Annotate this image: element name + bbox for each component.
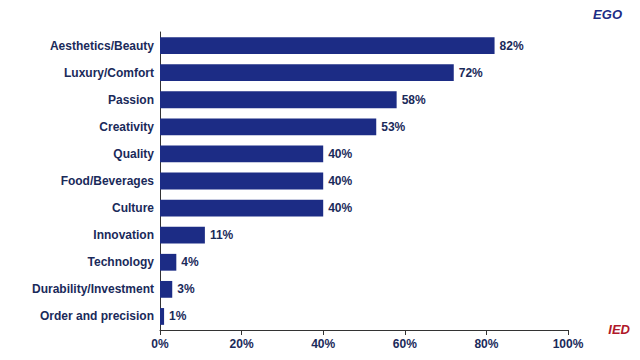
svg-text:20%: 20%: [230, 337, 254, 351]
svg-text:IED: IED: [608, 322, 630, 337]
svg-text:40%: 40%: [328, 147, 352, 161]
svg-text:Order and precision: Order and precision: [40, 309, 154, 323]
svg-text:58%: 58%: [402, 93, 426, 107]
svg-text:Passion: Passion: [108, 93, 154, 107]
svg-text:1%: 1%: [169, 309, 187, 323]
svg-text:80%: 80%: [474, 337, 498, 351]
svg-text:Durability/Investment: Durability/Investment: [32, 282, 154, 296]
svg-text:Technology: Technology: [88, 255, 155, 269]
svg-text:Aesthetics/Beauty: Aesthetics/Beauty: [50, 39, 154, 53]
svg-text:Innovation: Innovation: [93, 228, 154, 242]
svg-text:3%: 3%: [177, 282, 195, 296]
svg-text:EGO: EGO: [593, 7, 622, 22]
svg-text:40%: 40%: [328, 174, 352, 188]
svg-text:Luxury/Comfort: Luxury/Comfort: [64, 66, 154, 80]
svg-text:100%: 100%: [553, 337, 584, 351]
svg-text:11%: 11%: [210, 228, 234, 242]
svg-text:53%: 53%: [381, 120, 405, 134]
svg-text:60%: 60%: [393, 337, 417, 351]
svg-text:Creativity: Creativity: [99, 120, 154, 134]
svg-text:4%: 4%: [181, 255, 199, 269]
svg-text:Food/Beverages: Food/Beverages: [61, 174, 155, 188]
svg-text:Quality: Quality: [113, 147, 154, 161]
svg-text:Culture: Culture: [112, 201, 154, 215]
svg-text:40%: 40%: [328, 201, 352, 215]
svg-text:72%: 72%: [459, 66, 483, 80]
svg-text:0%: 0%: [151, 337, 169, 351]
svg-text:40%: 40%: [311, 337, 335, 351]
svg-text:82%: 82%: [500, 39, 524, 53]
